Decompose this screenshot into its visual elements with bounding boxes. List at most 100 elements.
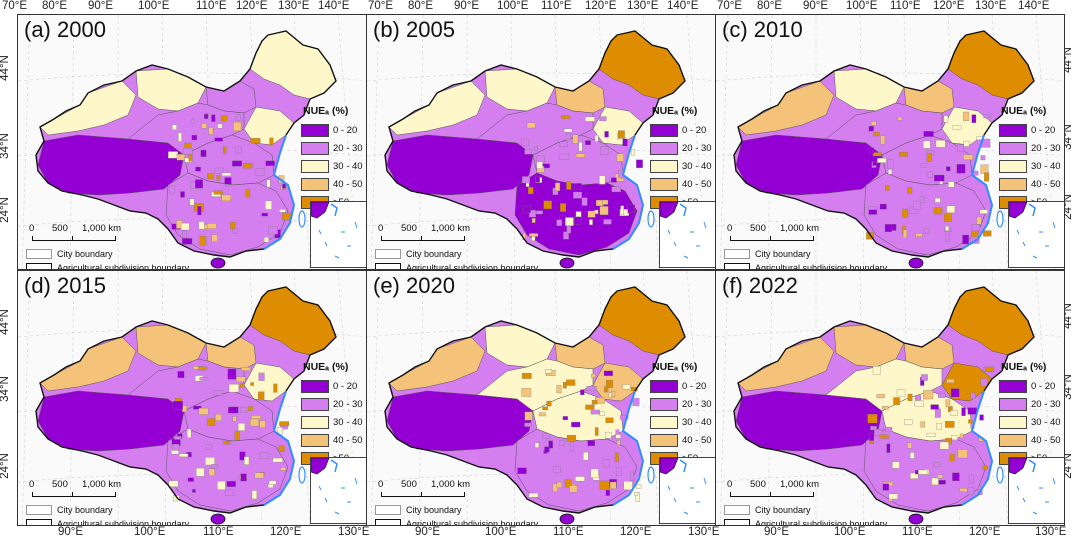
- hainan-island: [559, 257, 575, 269]
- lon-label-bottom: 100°E: [134, 526, 166, 538]
- city-patch: [189, 198, 195, 206]
- city-patch: [239, 383, 245, 388]
- graticule-line: [18, 328, 366, 338]
- agri-boundary-entry: Agricultural subdivision boundary: [724, 261, 888, 270]
- graticule-line: [716, 72, 1064, 82]
- city-patch: [888, 169, 893, 175]
- city-patch: [866, 232, 874, 240]
- city-patch: [926, 171, 933, 178]
- lon-label-top: 100°E: [497, 0, 529, 12]
- boundary-label: City boundary: [57, 505, 113, 515]
- city-patch: [616, 153, 624, 162]
- lon-label-top: 70°E: [2, 0, 28, 12]
- city-patch: [191, 119, 195, 124]
- legend-entry: 40 - 50: [650, 175, 714, 193]
- city-patch: [258, 372, 265, 381]
- inset-coast: [679, 203, 687, 217]
- city-patch: [240, 473, 247, 482]
- scale-label: 1,000 km: [431, 223, 471, 234]
- lon-label-top: 120°E: [933, 0, 965, 12]
- city-patch: [943, 213, 952, 222]
- boundary-swatch: [375, 263, 401, 269]
- city-patch: [984, 172, 990, 182]
- city-patch: [590, 409, 600, 415]
- city-patch: [571, 421, 581, 428]
- city-patch: [591, 400, 598, 405]
- city-patch: [207, 418, 216, 426]
- city-patch: [934, 198, 941, 203]
- inset-landmass: [659, 457, 679, 475]
- lon-label-top: 80°E: [408, 0, 434, 12]
- city-patch: [251, 490, 258, 500]
- city-patch: [609, 481, 617, 489]
- city-patch: [208, 127, 214, 135]
- city-patch: [881, 406, 889, 410]
- city-patch: [892, 461, 900, 469]
- city-patch: [869, 440, 874, 444]
- city-patch: [602, 459, 610, 468]
- legend-label: 0 - 20: [1031, 380, 1056, 392]
- city-patch: [221, 194, 231, 202]
- city-patch: [933, 461, 941, 467]
- city-patch: [204, 113, 209, 119]
- lon-label-top: 130°E: [975, 0, 1007, 12]
- inset-islands: [318, 477, 358, 515]
- boundary-label: City boundary: [406, 505, 462, 515]
- city-patch: [538, 412, 546, 417]
- agri-region: [165, 172, 289, 256]
- city-patch: [528, 187, 534, 195]
- nue-choropleth-map: [367, 271, 715, 525]
- hainan-island: [908, 257, 924, 269]
- boundary-label: Agricultural subdivision boundary: [755, 263, 888, 270]
- city-patch: [223, 440, 231, 445]
- city-patch: [198, 407, 209, 415]
- lat-label-left: 34°N: [0, 133, 11, 159]
- city-patch: [524, 422, 532, 427]
- city-patch: [962, 111, 970, 121]
- city-patch: [562, 416, 568, 421]
- city-patch: [555, 182, 561, 192]
- city-patch: [534, 146, 538, 151]
- south-china-sea-inset: [1008, 457, 1064, 524]
- lon-label-top: 110°E: [196, 0, 227, 12]
- legend-swatch: [301, 177, 329, 191]
- boundary-label: City boundary: [406, 249, 462, 259]
- lon-label-top: 90°E: [88, 0, 114, 12]
- hainan-island: [908, 513, 924, 525]
- city-patch: [611, 186, 621, 193]
- city-patch: [575, 476, 585, 482]
- city-patch: [585, 140, 591, 146]
- city-patch: [536, 155, 545, 163]
- city-patch: [559, 153, 570, 160]
- city-patch: [191, 135, 198, 141]
- city-patch: [259, 420, 266, 428]
- city-patch: [610, 177, 617, 183]
- lon-label-top: 80°E: [757, 0, 783, 12]
- map-panel: (c) 2010 NUEₐ (%) 0 - 20 20 - 30 30 - 40 40 -…: [715, 14, 1065, 270]
- scale-bar: 0 500 1,000 km: [377, 223, 477, 245]
- city-patch: [934, 174, 945, 182]
- lon-label-bottom: 120°E: [620, 526, 652, 538]
- scale-tick: [72, 492, 73, 497]
- legend-entry: 30 - 40: [650, 157, 714, 175]
- legend-swatch: [999, 123, 1027, 137]
- city-patch: [234, 146, 242, 154]
- city-patch: [961, 407, 966, 416]
- city-patch: [605, 379, 613, 388]
- city-patch: [926, 432, 936, 437]
- graticule-line: [370, 15, 380, 269]
- lon-label-top: 100°E: [138, 0, 170, 12]
- panel-title: (e) 2020: [373, 273, 455, 298]
- lon-label-top: 90°E: [803, 0, 829, 12]
- city-patch: [208, 468, 215, 477]
- city-patch: [622, 384, 631, 390]
- city-patch: [564, 479, 572, 488]
- lon-label-bottom: 130°E: [338, 526, 370, 538]
- boundary-legend: City boundary Agricultural subdivision bo…: [26, 503, 189, 525]
- inset-landmass: [659, 201, 679, 219]
- lon-label-bottom: 120°E: [969, 526, 1001, 538]
- graticule-line: [18, 72, 366, 82]
- city-patch: [910, 472, 919, 479]
- city-patch: [872, 161, 877, 166]
